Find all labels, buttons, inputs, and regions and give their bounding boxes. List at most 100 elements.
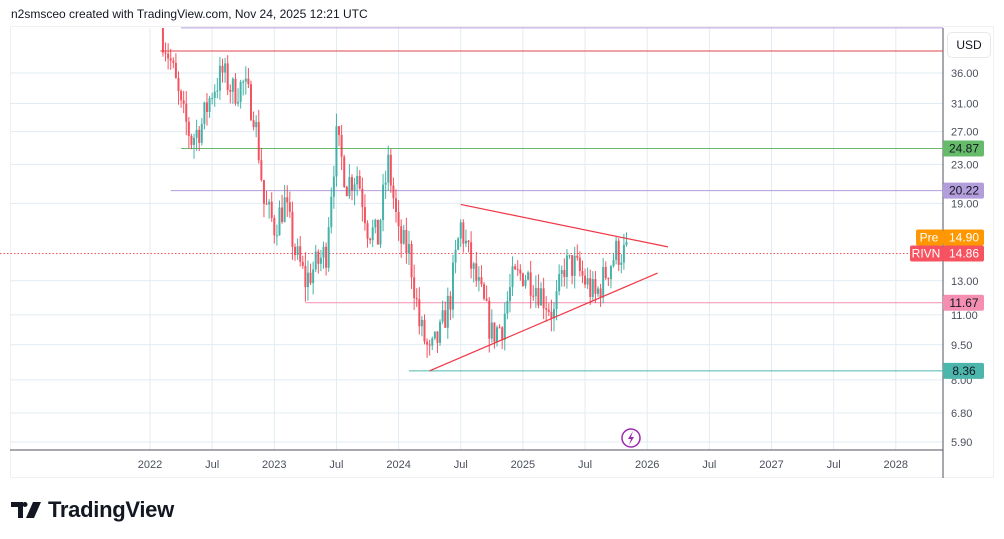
candle-down xyxy=(190,133,193,150)
candle-body xyxy=(402,229,405,244)
candle-body xyxy=(578,257,581,272)
candle-body xyxy=(555,291,558,310)
level-price-tag xyxy=(943,294,984,311)
candle-down xyxy=(234,73,237,106)
candle-body xyxy=(584,275,587,285)
candle-up xyxy=(379,218,382,248)
candle-down xyxy=(532,285,535,301)
candle-up xyxy=(573,246,576,289)
lightning-event-icon[interactable] xyxy=(621,428,641,448)
candle-down xyxy=(436,331,439,353)
candle-body xyxy=(182,100,185,104)
candle-body xyxy=(283,197,286,222)
candle-body xyxy=(565,255,568,277)
candle-down xyxy=(501,326,504,349)
candle-body xyxy=(441,310,444,322)
candle-body xyxy=(322,246,325,258)
candle-body xyxy=(247,78,250,85)
currency-button[interactable]: USD xyxy=(947,32,991,58)
candle-down xyxy=(475,251,478,287)
candle-down xyxy=(226,55,229,96)
candle-down xyxy=(617,237,620,272)
symbol-tag xyxy=(910,245,943,262)
candle-body xyxy=(545,308,548,310)
candle-up xyxy=(387,145,390,191)
candle-down xyxy=(291,201,294,260)
candle-down xyxy=(410,240,413,290)
candle-up xyxy=(568,254,571,259)
candle-body xyxy=(221,65,224,73)
candle-down xyxy=(301,255,304,269)
candle-down xyxy=(249,80,252,122)
last-price-tag xyxy=(943,245,984,262)
candle-up xyxy=(319,249,322,272)
x-tick-label: 2025 xyxy=(511,459,535,471)
candle-down xyxy=(265,190,268,205)
candle-down xyxy=(294,243,297,261)
candle-body xyxy=(327,227,330,268)
y-tick-label: 31.00 xyxy=(951,99,979,111)
candle-up xyxy=(327,217,330,272)
pre-price-label: 14.90 xyxy=(949,231,979,245)
candle-down xyxy=(395,189,398,223)
x-tick-label: Jul xyxy=(827,459,841,471)
candle-down xyxy=(340,124,343,170)
candle-body xyxy=(576,255,579,258)
candle-body xyxy=(335,126,338,177)
candle-down xyxy=(167,43,170,70)
candle-up xyxy=(451,254,454,319)
candle-body xyxy=(428,344,431,346)
candle-up xyxy=(314,244,317,273)
lightning-glyph xyxy=(628,431,634,445)
candle-body xyxy=(454,249,457,263)
candle-body xyxy=(625,241,628,245)
candle-up xyxy=(348,164,351,199)
candle-body xyxy=(218,65,221,91)
candle-body xyxy=(615,240,618,260)
candle-body xyxy=(379,220,382,245)
candle-down xyxy=(198,125,201,152)
candle-body xyxy=(527,272,530,280)
candle-body xyxy=(596,288,599,294)
candle-body xyxy=(503,313,506,340)
candle-down xyxy=(571,254,574,285)
candle-up xyxy=(565,249,568,289)
candle-body xyxy=(384,182,387,185)
candle-body xyxy=(281,207,284,222)
y-tick-label: 19.00 xyxy=(951,198,979,210)
candle-body xyxy=(180,91,183,101)
candle-body xyxy=(255,122,258,128)
candle-down xyxy=(317,249,320,274)
candle-body xyxy=(198,129,201,143)
x-tick-label: Jul xyxy=(329,459,343,471)
candle-body xyxy=(395,198,398,212)
candle-down xyxy=(358,170,361,190)
candle-down xyxy=(309,263,312,286)
candle-body xyxy=(488,300,491,339)
candle-up xyxy=(231,77,234,104)
candle-body xyxy=(449,295,452,310)
level-price-tag xyxy=(943,362,984,379)
candle-body xyxy=(213,91,216,98)
candle-body xyxy=(369,238,372,241)
candle-body xyxy=(397,211,400,227)
candle-up xyxy=(213,84,216,107)
candle-body xyxy=(200,123,203,143)
candle-body xyxy=(470,242,473,269)
candle-up xyxy=(193,133,196,159)
candle-body xyxy=(464,240,467,244)
candle-up xyxy=(255,115,258,138)
candle-up xyxy=(602,257,605,304)
candle-body xyxy=(358,176,361,189)
candle-up xyxy=(322,241,325,269)
candle-down xyxy=(174,53,177,79)
candle-body xyxy=(286,197,289,203)
candle-body xyxy=(299,246,302,262)
last-price-label: 14.86 xyxy=(949,247,979,261)
candle-up xyxy=(558,264,561,296)
candle-body xyxy=(542,288,545,309)
candle-body xyxy=(273,218,276,236)
candle-down xyxy=(428,339,431,356)
candle-up xyxy=(596,286,599,297)
